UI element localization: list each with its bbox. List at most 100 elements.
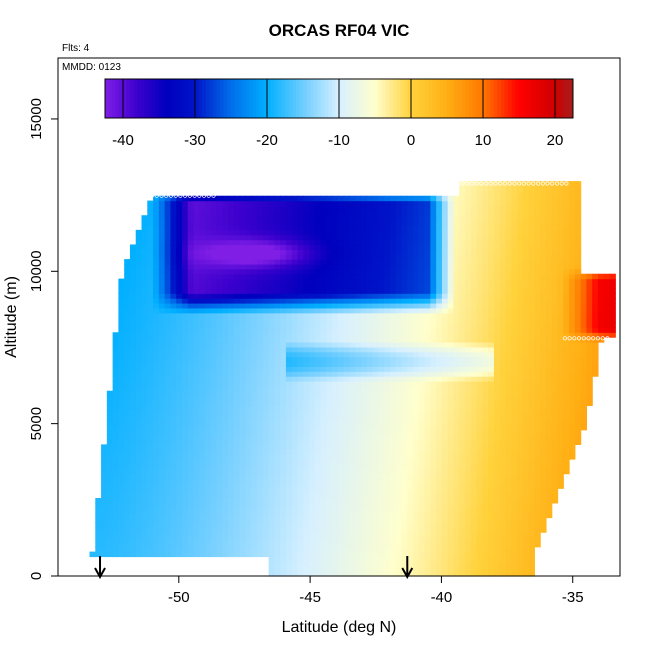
field-cell — [274, 400, 281, 406]
field-cell — [407, 488, 414, 494]
field-cell — [401, 478, 408, 484]
field-cell — [470, 478, 478, 484]
field-cell — [401, 366, 408, 372]
field-cell — [268, 327, 275, 333]
field-cell — [176, 259, 183, 265]
field-cell — [482, 444, 489, 450]
field-cell — [332, 434, 339, 441]
field-cell — [170, 234, 177, 241]
field-cell — [436, 259, 443, 265]
field-cell — [129, 551, 137, 558]
field-cell — [164, 293, 171, 299]
field-cell — [465, 468, 472, 475]
field-cell — [320, 390, 327, 397]
field-cell — [164, 302, 171, 309]
field-cell — [106, 473, 114, 480]
field-cell — [326, 429, 333, 436]
field-cell — [205, 224, 212, 231]
field-cell — [407, 312, 414, 319]
field-cell — [332, 351, 339, 358]
field-cell — [297, 293, 304, 299]
field-cell — [395, 458, 403, 465]
field-cell — [401, 341, 408, 348]
field-cell — [135, 376, 143, 382]
field-cell — [384, 512, 391, 519]
field-cell — [228, 424, 235, 431]
field-cell — [314, 434, 322, 441]
field-cell — [187, 337, 195, 343]
field-cell — [112, 376, 119, 382]
field-cell — [436, 419, 443, 426]
field-cell — [436, 507, 443, 514]
field-cell — [436, 307, 443, 314]
field-cell — [251, 551, 258, 558]
field-cell — [395, 195, 403, 202]
field-cell — [141, 498, 148, 504]
field-cell — [395, 229, 403, 236]
field-cell — [101, 468, 108, 475]
field-cell — [176, 361, 183, 367]
field-cell — [205, 468, 212, 475]
field-cell — [309, 327, 316, 333]
field-cell — [372, 351, 379, 358]
field-cell — [239, 346, 247, 353]
field-cell — [447, 273, 455, 280]
field-cell — [233, 312, 241, 319]
field-cell — [147, 259, 154, 265]
field-cell — [176, 371, 183, 377]
field-cell — [233, 317, 241, 324]
field-cell — [268, 493, 275, 499]
field-cell — [389, 517, 397, 523]
field-cell — [488, 439, 495, 445]
field-cell — [378, 298, 385, 304]
field-cell — [470, 307, 478, 314]
field-cell — [361, 249, 368, 255]
field-cell — [337, 371, 345, 377]
field-cell — [418, 493, 426, 499]
field-cell — [141, 478, 148, 484]
field-cell — [285, 229, 293, 236]
field-cell — [187, 502, 195, 509]
field-cell — [257, 415, 264, 421]
field-cell — [337, 195, 345, 202]
field-cell — [407, 200, 414, 207]
field-cell — [337, 454, 345, 460]
field-cell — [361, 502, 368, 509]
field-cell — [465, 288, 472, 294]
field-cell — [153, 361, 160, 367]
field-cell — [297, 537, 304, 543]
field-cell — [447, 488, 455, 494]
field-cell — [384, 385, 391, 392]
field-cell — [205, 488, 212, 494]
field-cell — [170, 322, 177, 328]
field-cell — [384, 498, 391, 504]
field-cell — [291, 210, 299, 216]
field-cell — [193, 215, 200, 221]
field-cell — [349, 283, 356, 289]
field-cell — [361, 200, 368, 207]
field-cell — [291, 224, 299, 231]
field-cell — [199, 229, 206, 236]
field-cell — [343, 234, 351, 241]
field-cell — [153, 312, 160, 319]
field-cell — [459, 498, 466, 504]
field-cell — [470, 200, 478, 207]
field-cell — [343, 468, 351, 475]
field-cell — [476, 454, 483, 460]
field-cell — [337, 239, 345, 246]
field-cell — [199, 473, 206, 480]
field-cell — [291, 454, 299, 460]
field-cell — [181, 317, 189, 324]
field-cell — [418, 224, 426, 231]
field-cell — [280, 312, 287, 319]
field-cell — [332, 493, 339, 499]
field-cell — [320, 259, 327, 265]
field-cell — [384, 488, 391, 494]
field-cell — [488, 488, 495, 494]
field-cell — [147, 532, 154, 538]
field-cell — [401, 322, 408, 328]
field-cell — [205, 366, 212, 372]
field-cell — [401, 493, 408, 499]
field-cell — [135, 346, 143, 353]
field-cell — [205, 278, 212, 285]
